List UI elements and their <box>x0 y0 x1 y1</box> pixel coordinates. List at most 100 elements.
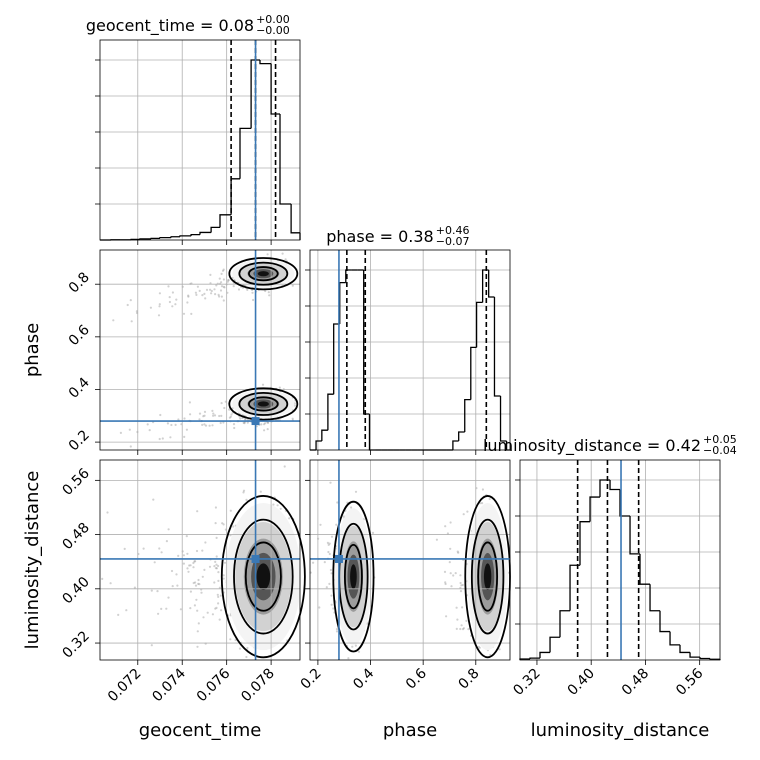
sample-point <box>165 540 168 543</box>
sample-point <box>456 618 459 621</box>
sample-point <box>186 567 189 570</box>
sample-point <box>459 574 462 577</box>
hist-bin-phase-4 <box>333 323 340 395</box>
hist-bin-luminosity_distance-19 <box>709 658 720 660</box>
sample-point <box>312 561 315 564</box>
contour-1-1 <box>238 391 289 416</box>
hist-bin-geocent_time-14 <box>239 127 252 179</box>
sample-point <box>209 273 212 276</box>
hist-bin-geocent_time-9 <box>190 233 200 236</box>
yaxis-label-phase: phase <box>22 323 43 377</box>
contours-luminosity_distance-vs-phase <box>332 495 511 659</box>
sample-point <box>109 582 112 585</box>
sample-point <box>193 560 196 563</box>
sample-point <box>444 581 447 584</box>
sample-point <box>214 293 217 296</box>
density-level-1-4 <box>483 563 492 590</box>
panel-frame-luminosity_distance-vs-geocent_time <box>99 459 301 661</box>
sample-point <box>443 570 447 574</box>
sample-point <box>215 606 218 610</box>
sample-point <box>158 547 161 550</box>
sample-point <box>457 551 460 554</box>
sample-point <box>222 285 225 288</box>
sample-point <box>142 547 145 550</box>
sample-point <box>174 303 177 306</box>
hist-bin-luminosity_distance-10 <box>619 489 631 517</box>
sample-point <box>169 436 172 439</box>
hist-bin-geocent_time-4 <box>139 238 152 240</box>
sample-point <box>166 422 169 425</box>
sample-point <box>336 501 339 504</box>
sample-point <box>170 423 173 427</box>
contour-0-2 <box>343 543 363 610</box>
hist-bin-luminosity_distance-16 <box>679 644 691 654</box>
xtick-label-geocent_time-0: 0.072 <box>105 666 145 706</box>
sample-point <box>158 437 161 441</box>
sample-point <box>449 572 452 575</box>
contour-0-0 <box>228 257 299 291</box>
sample-point <box>194 291 197 294</box>
sample-point <box>244 418 247 421</box>
sample-point <box>478 646 481 649</box>
sample-point <box>222 574 225 577</box>
sample-point <box>461 583 464 587</box>
sample-point <box>156 590 159 593</box>
sample-point <box>449 547 452 550</box>
sample-point <box>186 552 189 555</box>
sample-point <box>218 277 221 280</box>
sample-point <box>182 562 185 565</box>
sample-point <box>230 413 233 416</box>
ytick-label-phase-1: 0.4 <box>66 375 93 402</box>
sample-point <box>187 295 190 298</box>
density-level-0-4 <box>256 563 271 590</box>
sample-point <box>182 312 186 315</box>
sample-point <box>106 511 109 514</box>
sample-point <box>211 424 214 427</box>
sample-point <box>220 272 223 275</box>
sample-point <box>264 289 267 293</box>
hist-bin-luminosity_distance-2 <box>539 651 551 659</box>
contour-0-2 <box>248 266 279 282</box>
sample-point <box>218 414 221 418</box>
sample-point <box>347 657 350 660</box>
hist-bin-geocent_time-18 <box>279 114 292 205</box>
xtick-label-phase-0: 0.2 <box>298 666 325 693</box>
sample-point <box>177 554 180 558</box>
sample-point <box>242 491 245 494</box>
sample-point <box>196 630 199 633</box>
sample-point <box>214 522 217 525</box>
sample-point <box>189 564 192 567</box>
sample-point <box>222 278 225 281</box>
sample-point <box>267 421 270 424</box>
hist-bin-phase-1 <box>315 440 322 450</box>
sample-point <box>222 523 225 526</box>
sample-point <box>465 619 468 623</box>
sample-point <box>167 596 170 599</box>
sample-point <box>330 603 333 606</box>
sample-point <box>217 564 220 568</box>
sample-point <box>242 489 246 492</box>
sample-point <box>461 628 465 631</box>
sample-point <box>214 506 217 509</box>
sample-point <box>182 554 185 557</box>
sample-point <box>445 615 448 618</box>
text-layer: 0.072 0.074 0.076 0.078 geocent_time 0.2 0.4 0.… <box>22 13 737 741</box>
sample-point <box>245 655 248 659</box>
sample-point <box>193 604 196 607</box>
sample-point <box>190 312 193 315</box>
sample-point <box>354 644 357 647</box>
sample-point <box>479 502 482 505</box>
sample-point <box>129 299 132 302</box>
sample-point <box>459 581 462 585</box>
sample-point <box>221 522 224 525</box>
sample-point <box>198 583 201 586</box>
panel-frame-phase <box>309 249 511 451</box>
xtick-label-geocent_time-3: 0.078 <box>238 666 278 706</box>
density-level-0-4 <box>350 564 357 589</box>
sample-point <box>215 563 218 566</box>
sample-point <box>204 541 207 544</box>
panel-title-minus-phase: −0.07 <box>436 235 470 248</box>
sample-point <box>202 415 205 418</box>
sample-point <box>229 415 232 418</box>
sample-point <box>456 550 459 553</box>
